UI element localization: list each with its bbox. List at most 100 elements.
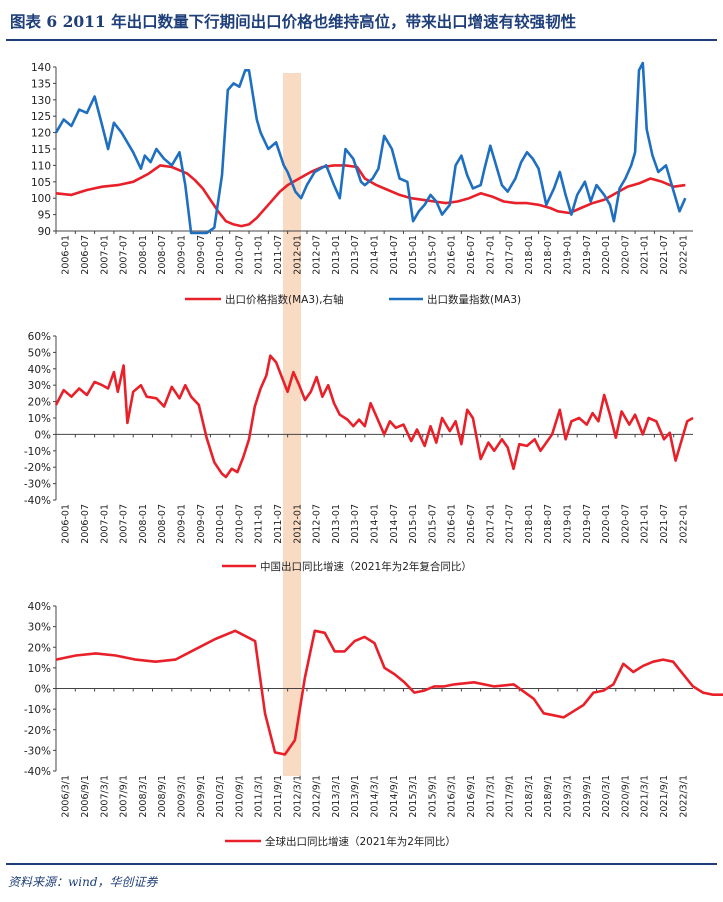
x-tick-label: 2020-01 — [601, 504, 612, 544]
x-tick-label: 2020/3/1 — [601, 775, 612, 818]
x-tick-label: 2007-07 — [119, 504, 130, 544]
y-tick-label: 125 — [31, 111, 51, 123]
x-tick-label: 2006-07 — [80, 235, 91, 275]
series-line — [54, 61, 687, 235]
x-tick-label: 2013-07 — [350, 235, 361, 275]
x-tick-label: 2011/9/1 — [273, 775, 284, 818]
source-note: 资料来源：wind，华创证券 — [8, 875, 158, 889]
x-tick-label: 2018-01 — [524, 235, 535, 275]
y-tick-label: 0% — [34, 684, 51, 696]
legend-label: 出口价格指数(MA3),右轴 — [225, 293, 343, 306]
x-tick-label: 2006-01 — [61, 235, 72, 275]
x-tick-label: 2011/3/1 — [254, 775, 265, 818]
x-tick-label: 2011-07 — [273, 235, 284, 275]
x-tick-label: 2020-01 — [601, 235, 612, 275]
x-tick-label: 2012-07 — [312, 504, 323, 544]
x-tick-label: 2007-01 — [99, 504, 110, 544]
x-tick-label: 2022-01 — [678, 504, 689, 544]
x-tick-label: 2012-07 — [312, 235, 323, 275]
x-tick-label: 2016-07 — [466, 235, 477, 275]
x-tick-label: 2007/9/1 — [119, 775, 130, 818]
y-tick-label: 135 — [31, 78, 51, 90]
x-tick-label: 2016-01 — [447, 235, 458, 275]
x-tick-label: 2018/9/1 — [543, 775, 554, 818]
series-line — [54, 354, 694, 479]
x-tick-label: 2018/3/1 — [524, 775, 535, 818]
x-tick-label: 2009/3/1 — [176, 775, 187, 818]
x-tick-label: 2020-07 — [620, 504, 631, 544]
x-tick-label: 2021/3/1 — [640, 775, 651, 818]
x-tick-label: 2019-01 — [563, 504, 574, 544]
y-tick-label: -30% — [24, 745, 51, 757]
x-tick-label: 2021-07 — [659, 504, 670, 544]
x-tick-label: 2014/3/1 — [370, 775, 381, 818]
y-tick-label: -20% — [24, 462, 51, 474]
x-tick-label: 2009/9/1 — [196, 775, 207, 818]
y-tick-label: 10% — [28, 663, 51, 675]
x-tick-label: 2015-01 — [408, 235, 419, 275]
x-tick-label: 2008-01 — [138, 504, 149, 544]
x-tick-label: 2006-07 — [80, 504, 91, 544]
legend-label: 全球出口同比增速（2021年为2年同比） — [265, 835, 456, 848]
y-tick-label: 130 — [31, 95, 51, 107]
x-tick-label: 2008-07 — [157, 235, 168, 275]
x-tick-label: 2012-01 — [292, 504, 303, 544]
y-tick-label: 0% — [34, 429, 51, 441]
series-line — [55, 164, 686, 228]
x-tick-label: 2006/9/1 — [80, 775, 91, 818]
x-tick-label: 2010/9/1 — [234, 775, 245, 818]
y-tick-label: 30% — [28, 380, 51, 392]
x-tick-label: 2019-07 — [582, 235, 593, 275]
x-tick-label: 2022/3/1 — [678, 775, 689, 818]
x-tick-label: 2017-01 — [485, 235, 496, 275]
x-tick-label: 2015-07 — [427, 504, 438, 544]
y-tick-label: 110 — [31, 160, 51, 172]
legend-label: 中国出口同比增速（2021年为2年复合同比） — [260, 560, 472, 573]
x-tick-label: 2013/9/1 — [350, 775, 361, 818]
y-tick-label: 20% — [28, 642, 51, 654]
x-tick-label: 2020-07 — [620, 235, 631, 275]
y-tick-label: 140 — [31, 62, 51, 74]
x-tick-label: 2009-07 — [196, 504, 207, 544]
x-tick-label: 2011-01 — [254, 504, 265, 544]
x-tick-label: 2017/3/1 — [485, 775, 496, 818]
x-tick-label: 2014-07 — [389, 235, 400, 275]
y-tick-label: 40% — [28, 601, 51, 613]
chart-global-export-yoy: -40% -30% -20% -10% 0% 10% 20% 30% 40% 2006/3/1 20… — [24, 601, 723, 848]
x-tick-label: 2012-01 — [292, 235, 303, 275]
y-tick-label: 50% — [28, 347, 51, 359]
x-tick-label: 2010/3/1 — [215, 775, 226, 818]
x-tick-label: 2015/3/1 — [408, 775, 419, 818]
x-tick-label: 2016-07 — [466, 504, 477, 544]
x-tick-label: 2015-07 — [427, 235, 438, 275]
x-tick-label: 2008/3/1 — [138, 775, 149, 818]
highlight-band — [283, 73, 301, 776]
x-tick-label: 2012/9/1 — [312, 775, 323, 818]
series-line — [55, 629, 723, 756]
x-tick-label: 2018-07 — [543, 235, 554, 275]
x-tick-label: 2019-01 — [563, 235, 574, 275]
x-tick-label: 2013-07 — [350, 504, 361, 544]
x-tick-label: 2013/3/1 — [331, 775, 342, 818]
x-tick-label: 2010-07 — [234, 504, 245, 544]
x-tick-label: 2010-01 — [215, 235, 226, 275]
y-tick-label: -10% — [24, 446, 51, 458]
x-tick-label: 2021/9/1 — [659, 775, 670, 818]
y-tick-label: 30% — [28, 622, 51, 634]
footer-rule — [6, 863, 717, 865]
x-tick-label: 2014-01 — [370, 504, 381, 544]
figure-title: 图表 6 2011 年出口数量下行期间出口价格也维持高位，带来出口增速有较强韧性 — [10, 12, 577, 31]
x-tick-label: 2010-07 — [234, 235, 245, 275]
x-tick-label: 2014-07 — [389, 504, 400, 544]
y-tick-label: -20% — [24, 725, 51, 737]
x-tick-label: 2011-07 — [273, 504, 284, 544]
x-tick-label: 2018-01 — [524, 504, 535, 544]
x-tick-label: 2019/3/1 — [563, 775, 574, 818]
x-tick-label: 2021-01 — [640, 504, 651, 544]
y-tick-label: -30% — [24, 479, 51, 491]
x-tick-label: 2017-07 — [505, 235, 516, 275]
y-tick-label: -10% — [24, 704, 51, 716]
x-tick-label: 2007-07 — [119, 235, 130, 275]
chart-china-export-yoy: -40% -30% -20% -10% 0% 10% 20% 30% 40% 50% 60% 2006… — [24, 331, 694, 573]
